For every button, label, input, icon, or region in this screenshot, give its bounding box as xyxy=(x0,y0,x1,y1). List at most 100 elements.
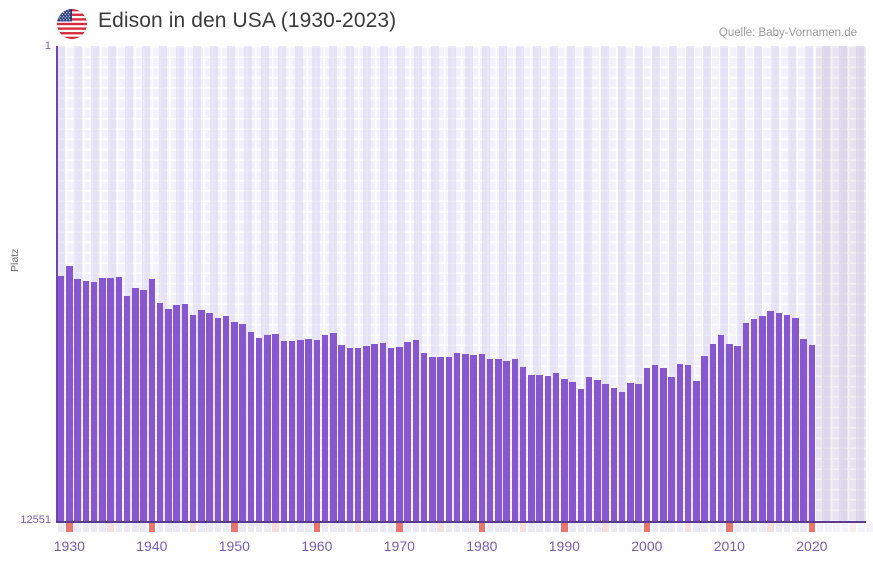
bar-1929[interactable] xyxy=(57,275,65,522)
bar-1952[interactable] xyxy=(247,331,255,522)
bar-1955[interactable] xyxy=(272,334,279,522)
bar-1981[interactable] xyxy=(486,358,494,522)
bar-1938[interactable] xyxy=(132,287,139,522)
x-tick-1940 xyxy=(148,523,156,532)
bar-1943[interactable] xyxy=(173,305,180,522)
bar-1978[interactable] xyxy=(462,354,469,522)
bar-2002[interactable] xyxy=(660,367,667,522)
bar-1971[interactable] xyxy=(404,341,411,522)
bar-1956[interactable] xyxy=(280,341,288,522)
bar-1937[interactable] xyxy=(123,295,131,522)
bar-1988[interactable] xyxy=(544,376,552,522)
bar-1962[interactable] xyxy=(330,333,337,522)
bar-1931[interactable] xyxy=(74,278,81,522)
bar-1996[interactable] xyxy=(610,388,618,522)
bar-1935[interactable] xyxy=(107,278,114,522)
bar-1977[interactable] xyxy=(453,353,461,522)
bar-1980[interactable] xyxy=(478,353,486,522)
bar-2011[interactable] xyxy=(734,345,741,522)
bar-1949[interactable] xyxy=(222,315,230,522)
bar-2009[interactable] xyxy=(717,335,725,522)
bar-1985[interactable] xyxy=(519,366,527,522)
bar-1983[interactable] xyxy=(503,360,510,522)
x-tick-1975 xyxy=(437,523,444,532)
bar-1946[interactable] xyxy=(198,310,205,522)
x-tick-2014 xyxy=(759,523,766,532)
bar-1992[interactable] xyxy=(577,388,585,522)
bar-1942[interactable] xyxy=(165,308,172,522)
bar-1958[interactable] xyxy=(297,339,304,522)
bar-1940[interactable] xyxy=(148,278,156,522)
x-tick-1946 xyxy=(198,523,205,532)
bar-1970[interactable] xyxy=(396,347,403,522)
bar-1999[interactable] xyxy=(635,383,642,522)
bar-1941[interactable] xyxy=(156,302,164,522)
bar-1994[interactable] xyxy=(594,379,601,522)
bar-1961[interactable] xyxy=(321,334,329,522)
bar-1973[interactable] xyxy=(420,353,428,522)
bar-1963[interactable] xyxy=(338,344,345,522)
bar-1989[interactable] xyxy=(552,372,560,522)
bar-1972[interactable] xyxy=(412,340,420,522)
bar-1933[interactable] xyxy=(90,281,98,522)
bar-1959[interactable] xyxy=(305,339,312,522)
bar-2019[interactable] xyxy=(800,338,807,522)
bar-1967[interactable] xyxy=(371,343,378,522)
bar-2000[interactable] xyxy=(643,367,651,522)
bar-1993[interactable] xyxy=(585,377,593,522)
bar-1991[interactable] xyxy=(569,381,576,522)
bar-2012[interactable] xyxy=(742,322,750,522)
bar-1945[interactable] xyxy=(189,314,197,522)
bar-1957[interactable] xyxy=(288,340,296,522)
bar-2005[interactable] xyxy=(684,364,692,522)
bar-1936[interactable] xyxy=(115,277,123,522)
bar-1968[interactable] xyxy=(379,342,387,522)
bar-2018[interactable] xyxy=(792,317,799,522)
bar-2006[interactable] xyxy=(693,380,700,522)
bar-1932[interactable] xyxy=(82,281,90,522)
bar-1982[interactable] xyxy=(495,358,502,522)
bar-1975[interactable] xyxy=(437,356,444,522)
bar-1995[interactable] xyxy=(602,383,609,522)
bar-2003[interactable] xyxy=(668,377,675,522)
bar-1986[interactable] xyxy=(528,374,535,522)
bar-1990[interactable] xyxy=(561,379,568,522)
bar-1998[interactable] xyxy=(627,383,634,522)
bar-2007[interactable] xyxy=(701,355,708,522)
bar-2017[interactable] xyxy=(783,314,791,522)
bar-1979[interactable] xyxy=(470,355,477,522)
x-tick-1999 xyxy=(635,523,642,532)
bar-1950[interactable] xyxy=(231,322,238,522)
bar-1984[interactable] xyxy=(511,359,519,522)
x-tick-1941 xyxy=(156,523,164,532)
bar-1930[interactable] xyxy=(66,265,73,522)
bar-2014[interactable] xyxy=(759,316,766,522)
bar-2010[interactable] xyxy=(726,344,733,522)
bar-2020[interactable] xyxy=(808,345,816,522)
bar-1987[interactable] xyxy=(536,375,543,522)
bar-1960[interactable] xyxy=(313,340,321,522)
bar-1969[interactable] xyxy=(387,348,395,522)
bar-1954[interactable] xyxy=(264,335,271,522)
bar-1948[interactable] xyxy=(214,317,222,522)
bar-1966[interactable] xyxy=(363,345,370,522)
bar-1965[interactable] xyxy=(354,347,362,522)
bar-2013[interactable] xyxy=(750,318,758,522)
bar-1974[interactable] xyxy=(429,356,436,522)
x-tick-1985 xyxy=(519,523,527,532)
bar-1939[interactable] xyxy=(140,289,147,522)
bar-2004[interactable] xyxy=(676,363,684,522)
bar-2015[interactable] xyxy=(767,311,774,522)
bar-1964[interactable] xyxy=(346,348,354,522)
bar-1951[interactable] xyxy=(239,324,246,522)
bar-1947[interactable] xyxy=(206,312,213,522)
bar-1944[interactable] xyxy=(181,303,189,522)
bar-1976[interactable] xyxy=(445,356,453,522)
bar-2008[interactable] xyxy=(709,344,717,522)
bar-1953[interactable] xyxy=(255,338,263,522)
bar-1997[interactable] xyxy=(618,391,626,522)
x-tick-1988 xyxy=(544,523,552,532)
bar-2001[interactable] xyxy=(651,365,659,522)
bar-1934[interactable] xyxy=(99,278,106,522)
bar-2016[interactable] xyxy=(775,312,783,522)
